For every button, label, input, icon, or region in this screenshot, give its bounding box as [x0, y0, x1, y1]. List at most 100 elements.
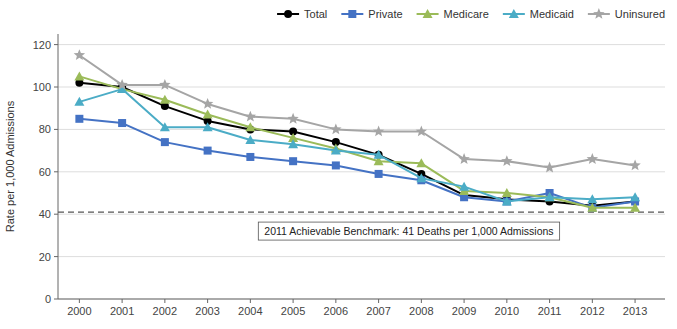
point [118, 119, 126, 127]
tick-label: 2000 [67, 305, 91, 317]
point [416, 126, 427, 137]
legend-marker [423, 9, 433, 18]
chart: 0204060801001202000200120022003200420052… [0, 0, 677, 329]
series [74, 71, 640, 211]
tick [207, 299, 208, 303]
tick [250, 299, 251, 303]
tick-label: 2007 [366, 305, 390, 317]
tick [54, 44, 58, 45]
x-axis [58, 299, 665, 300]
point [629, 159, 640, 170]
tick-label: 20 [39, 251, 51, 263]
reference-line [58, 211, 665, 212]
y-axis [58, 34, 59, 299]
legend-item: Medicare [417, 8, 489, 20]
grid-line [58, 44, 665, 45]
legend-marker [284, 10, 292, 18]
point [74, 97, 84, 106]
point [544, 162, 555, 173]
point [458, 153, 469, 164]
point [116, 79, 127, 90]
grid-line [58, 214, 665, 215]
tick [54, 87, 58, 88]
point [75, 115, 83, 123]
point [330, 123, 341, 134]
tick-label: 2012 [580, 305, 604, 317]
tick [378, 299, 379, 303]
tick-label: 2001 [110, 305, 134, 317]
legend-item: Total [277, 8, 327, 20]
y-axis-label: Rate per 1,000 Admissions [4, 100, 16, 232]
tick [421, 299, 422, 303]
tick-label: 0 [45, 293, 51, 305]
tick [549, 299, 550, 303]
point [416, 173, 426, 182]
line [79, 55, 635, 167]
point [160, 122, 170, 131]
point [587, 194, 597, 203]
line [79, 83, 635, 206]
grid-line [58, 256, 665, 257]
point [202, 98, 213, 109]
tick [164, 299, 165, 303]
legend-marker [348, 10, 356, 18]
tick [79, 299, 80, 303]
tick [293, 299, 294, 303]
line [79, 76, 635, 207]
line [79, 119, 635, 208]
point [501, 155, 512, 166]
tick [54, 214, 58, 215]
point [587, 153, 598, 164]
point [288, 139, 298, 148]
series [74, 84, 640, 205]
tick [54, 299, 58, 300]
tick-label: 2005 [281, 305, 305, 317]
tick-label: 2004 [238, 305, 262, 317]
tick [635, 299, 636, 303]
series [74, 49, 641, 172]
point [331, 146, 341, 155]
annotation-text: 2011 Achievable Benchmark: 41 Deaths per… [264, 225, 553, 237]
grid [58, 45, 665, 299]
tick [335, 299, 336, 303]
line [79, 89, 635, 201]
tick-label: 120 [33, 39, 51, 51]
legend-marker [509, 9, 519, 18]
tick [54, 256, 58, 257]
point [630, 192, 640, 201]
tick-label: 2002 [153, 305, 177, 317]
tick-label: 2011 [538, 305, 562, 317]
point [203, 110, 213, 119]
point [587, 203, 597, 212]
point [459, 182, 469, 191]
tick [464, 299, 465, 303]
point [203, 122, 213, 131]
tick-label: 2013 [623, 305, 647, 317]
tick-label: 2010 [495, 305, 519, 317]
legend-marker [593, 8, 604, 19]
tick [506, 299, 507, 303]
legend-label: Medicaid [530, 8, 574, 20]
point [416, 158, 426, 167]
tick-label: 80 [39, 123, 51, 135]
point [74, 49, 85, 60]
legend-label: Private [368, 8, 402, 20]
point [545, 192, 555, 201]
legend-label: Medicare [444, 8, 489, 20]
point [332, 161, 340, 169]
point [245, 135, 255, 144]
legend-label: Total [304, 8, 327, 20]
point [246, 153, 254, 161]
grid-line [58, 299, 665, 300]
tick-label: 60 [39, 166, 51, 178]
legend-item: Private [341, 8, 402, 20]
tick-label: 100 [33, 81, 51, 93]
point [630, 203, 640, 212]
point [287, 113, 298, 124]
tick [122, 299, 123, 303]
point [289, 157, 297, 165]
tick [54, 171, 58, 172]
tick-label: 2008 [409, 305, 433, 317]
tick [54, 129, 58, 130]
point [245, 111, 256, 122]
